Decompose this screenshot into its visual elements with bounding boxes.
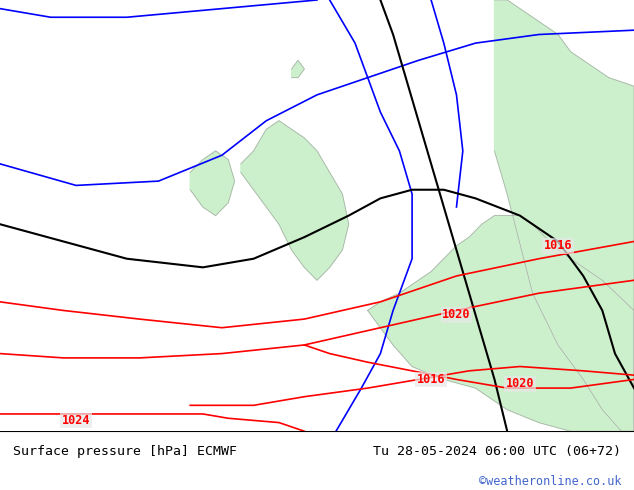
Text: 1024: 1024 bbox=[62, 414, 90, 427]
Text: 1016: 1016 bbox=[417, 373, 445, 386]
Polygon shape bbox=[292, 60, 304, 77]
Text: 1020: 1020 bbox=[443, 308, 470, 321]
Polygon shape bbox=[241, 121, 349, 280]
Polygon shape bbox=[190, 151, 235, 216]
Text: 1020: 1020 bbox=[506, 377, 534, 390]
Text: 1016: 1016 bbox=[544, 239, 572, 252]
Polygon shape bbox=[495, 0, 634, 431]
Text: Surface pressure [hPa] ECMWF: Surface pressure [hPa] ECMWF bbox=[13, 445, 236, 458]
Text: Tu 28-05-2024 06:00 UTC (06+72): Tu 28-05-2024 06:00 UTC (06+72) bbox=[373, 445, 621, 458]
Polygon shape bbox=[368, 216, 634, 431]
Text: ©weatheronline.co.uk: ©weatheronline.co.uk bbox=[479, 475, 621, 488]
